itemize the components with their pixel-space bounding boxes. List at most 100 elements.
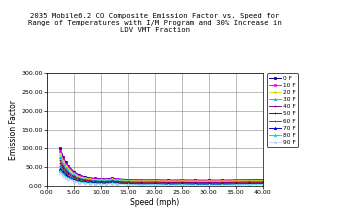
10 F [220,179,225,182]
10 F [180,179,184,182]
10 F [104,178,108,181]
90 F [153,184,157,186]
70 F [58,167,63,170]
0 F [109,177,114,179]
10 F [126,179,130,181]
30 F [99,179,103,182]
60 F [234,182,238,185]
60 F [77,179,81,182]
50 F [234,182,238,184]
60 F [139,182,144,185]
10 F [99,178,103,181]
80 F [139,184,144,186]
Line: 10 F: 10 F [59,150,264,182]
50 F [82,179,87,182]
20 F [64,165,68,167]
80 F [220,184,225,186]
40 F [66,171,71,174]
Line: 90 F: 90 F [59,172,264,187]
60 F [109,181,114,184]
0 F [82,175,87,178]
80 F [82,181,87,184]
0 F [88,177,92,179]
60 F [99,181,103,184]
10 F [207,179,211,182]
0 F [77,174,81,176]
60 F [126,182,130,185]
30 F [247,180,251,183]
10 F [247,179,251,181]
0 F [153,178,157,181]
40 F [180,181,184,184]
30 F [61,162,65,165]
0 F [115,178,119,180]
Y-axis label: Emission Factor: Emission Factor [9,100,18,160]
80 F [126,183,130,186]
10 F [66,166,71,169]
90 F [234,184,238,186]
0 F [66,165,71,167]
0 F [104,178,108,180]
Line: 20 F: 20 F [59,153,264,182]
70 F [261,183,265,185]
80 F [166,184,171,186]
50 F [77,178,81,181]
10 F [234,179,238,182]
20 F [61,160,65,162]
50 F [207,182,211,185]
20 F [66,168,71,171]
20 F [166,180,171,182]
80 F [77,181,81,183]
30 F [193,181,198,183]
50 F [66,173,71,175]
80 F [180,184,184,186]
50 F [109,180,114,183]
10 F [261,179,265,181]
0 F [166,179,171,181]
30 F [66,170,71,172]
90 F [72,180,76,183]
70 F [64,174,68,176]
90 F [166,184,171,187]
40 F [220,181,225,184]
60 F [220,183,225,185]
30 F [82,178,87,181]
90 F [66,178,71,181]
90 F [109,182,114,185]
70 F [93,182,98,184]
10 F [109,178,114,180]
20 F [139,179,144,182]
70 F [61,171,65,174]
40 F [61,165,65,167]
20 F [220,180,225,182]
10 F [82,176,87,179]
70 F [166,183,171,186]
70 F [109,181,114,184]
50 F [139,182,144,184]
60 F [82,180,87,183]
80 F [207,184,211,186]
70 F [88,181,92,184]
30 F [58,156,63,159]
20 F [109,178,114,181]
50 F [261,181,265,184]
20 F [193,180,198,182]
10 F [193,179,198,182]
90 F [88,182,92,185]
Text: 2035 Mobile6.2 CO Composite Emission Factor vs. Speed for
Range of Temperatures : 2035 Mobile6.2 CO Composite Emission Fac… [28,13,282,33]
50 F [58,162,63,165]
20 F [58,153,63,155]
70 F [193,183,198,186]
0 F [93,177,98,180]
Line: 0 F: 0 F [59,147,264,181]
0 F [58,147,63,150]
60 F [261,182,265,185]
30 F [64,167,68,170]
80 F [115,183,119,185]
80 F [58,170,63,172]
30 F [93,179,98,182]
40 F [261,181,265,183]
40 F [64,169,68,171]
20 F [104,179,108,181]
40 F [139,181,144,184]
